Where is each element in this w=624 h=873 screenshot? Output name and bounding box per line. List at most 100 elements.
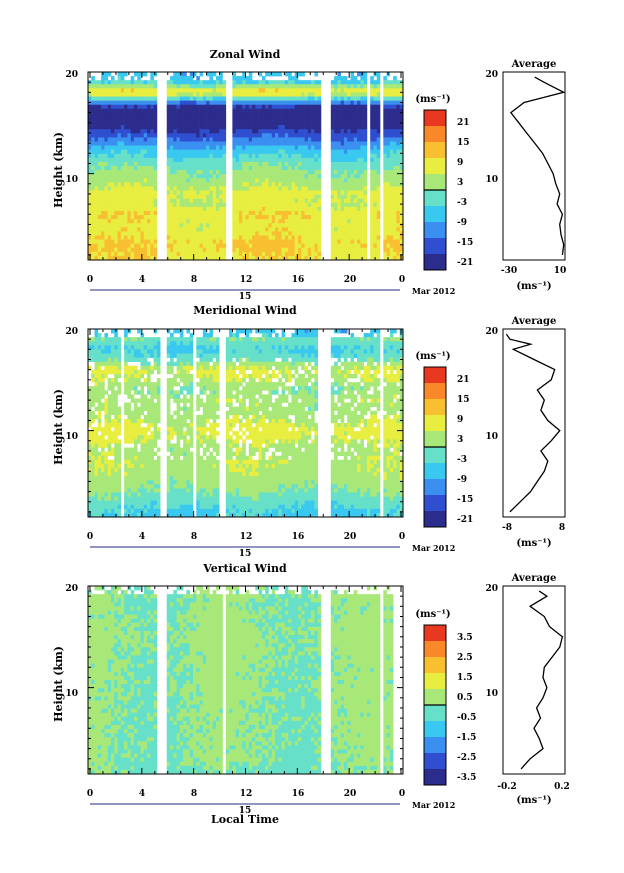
heatmap-cell — [143, 472, 148, 477]
heatmap-cell — [265, 96, 269, 101]
heatmap-cell — [311, 133, 315, 138]
heatmap-cell — [278, 116, 282, 122]
heatmap-cell — [101, 361, 105, 367]
heatmap-cell — [235, 174, 240, 179]
heatmap-cell — [304, 235, 309, 240]
heatmap-cell — [353, 141, 358, 146]
heatmap-cell — [176, 166, 181, 171]
heatmap-cell — [137, 174, 141, 179]
heatmap-cell — [176, 227, 181, 232]
heatmap-cell — [117, 410, 122, 416]
heatmap-cell — [137, 398, 141, 403]
heatmap-cell — [133, 512, 138, 518]
heatmap-cell — [353, 247, 358, 253]
heatmap-cell — [179, 125, 184, 130]
heatmap-cell — [127, 378, 131, 383]
heatmap-cell — [245, 223, 250, 228]
heatmap-cell — [133, 353, 138, 358]
heatmap-cell — [170, 337, 174, 342]
heatmap-cell — [140, 104, 145, 110]
heatmap-cell — [94, 202, 99, 208]
heatmap-cell — [343, 145, 348, 150]
heatmap-cell — [143, 467, 148, 473]
heatmap-cell — [376, 227, 381, 232]
heatmap-cell — [212, 166, 217, 171]
heatmap-cell — [357, 170, 361, 175]
heatmap-cell — [202, 194, 207, 199]
heatmap-cell — [166, 141, 171, 146]
heatmap-cell — [186, 170, 191, 175]
heatmap-cell — [196, 145, 200, 150]
heatmap-cell — [298, 243, 302, 249]
heatmap-cell — [94, 373, 99, 379]
heatmap-cell — [294, 145, 299, 150]
heatmap-cell — [294, 186, 299, 191]
heatmap-cell — [147, 121, 151, 126]
heatmap-cell — [104, 345, 108, 350]
heatmap-cell — [127, 170, 131, 175]
heatmap-cell — [127, 137, 131, 142]
heatmap-cell — [91, 141, 95, 146]
heatmap-cell — [337, 231, 341, 236]
heatmap-cell — [232, 170, 236, 175]
heatmap-cell — [311, 178, 315, 183]
heatmap-cell — [360, 202, 364, 208]
heatmap-cell — [127, 243, 131, 249]
heatmap-cell — [311, 190, 315, 195]
heatmap-cell — [370, 194, 374, 199]
heatmap-cell — [357, 210, 361, 216]
heatmap-cell — [278, 153, 282, 159]
heatmap-cell — [97, 398, 102, 403]
heatmap-cell — [399, 243, 404, 249]
heatmap-cell — [232, 166, 236, 171]
heatmap-cell — [317, 198, 322, 204]
heatmap-cell — [252, 153, 256, 159]
heatmap-cell — [110, 223, 115, 228]
heatmap-cell — [373, 108, 378, 114]
heatmap-cell — [248, 161, 253, 167]
heatmap-cell — [97, 141, 102, 146]
heatmap-cell — [130, 455, 135, 461]
heatmap-cell — [353, 227, 358, 232]
heatmap-cell — [255, 129, 259, 134]
heatmap-cell — [124, 129, 128, 134]
heatmap-cell — [357, 137, 361, 142]
heatmap-cell — [120, 194, 125, 199]
heatmap-cell — [91, 472, 95, 477]
heatmap-cell — [150, 210, 154, 216]
heatmap-cell — [104, 443, 108, 448]
heatmap-cell — [104, 125, 108, 130]
heatmap-cell — [288, 251, 292, 257]
heatmap-cell — [206, 157, 210, 163]
heatmap-cell — [301, 182, 305, 187]
heatmap-cell — [120, 161, 125, 167]
heatmap-cell — [117, 178, 122, 183]
heatmap-cell — [330, 153, 335, 159]
heatmap-cell — [238, 198, 243, 204]
heatmap-cell — [117, 341, 122, 346]
heatmap-cell — [389, 210, 394, 216]
heatmap-cell — [294, 166, 299, 171]
heatmap-cell — [206, 116, 210, 122]
heatmap-cell — [281, 153, 286, 159]
heatmap-cell — [104, 418, 108, 424]
heatmap-cell — [97, 84, 102, 89]
heatmap-cell — [183, 255, 187, 261]
heatmap-cell — [133, 386, 138, 391]
heatmap-cell — [278, 198, 282, 204]
heatmap-cell — [94, 251, 99, 257]
heatmap-cell — [143, 198, 148, 204]
heatmap-cell — [94, 480, 99, 485]
heatmap-cell — [94, 369, 99, 375]
heatmap-cell — [235, 129, 240, 134]
colorbar-unit: (ms⁻¹) — [415, 94, 450, 105]
heatmap-cell — [127, 251, 131, 257]
heatmap-cell — [88, 349, 92, 354]
heatmap-cell — [114, 357, 118, 362]
heatmap-cell — [399, 210, 404, 216]
heatmap-cell — [130, 174, 135, 179]
heatmap-cell — [261, 141, 266, 146]
heatmap-cell — [202, 251, 207, 257]
heatmap-cell — [199, 215, 204, 220]
heatmap-cell — [232, 137, 236, 142]
